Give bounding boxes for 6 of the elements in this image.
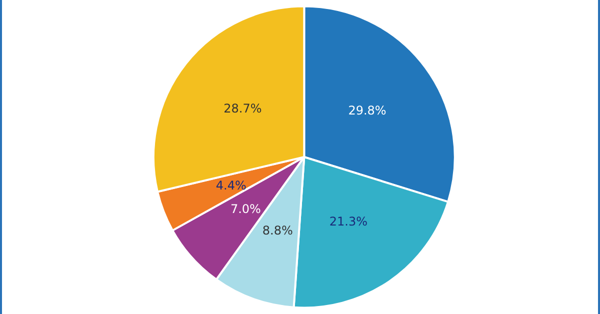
data-label: 28.7% — [224, 101, 262, 116]
data-label: 4.4% — [216, 178, 246, 192]
data-label: 29.8% — [348, 104, 386, 118]
data-label: 21.3% — [329, 214, 368, 229]
data-label: 7.0% — [230, 202, 261, 216]
data-label: 8.8% — [262, 224, 293, 238]
